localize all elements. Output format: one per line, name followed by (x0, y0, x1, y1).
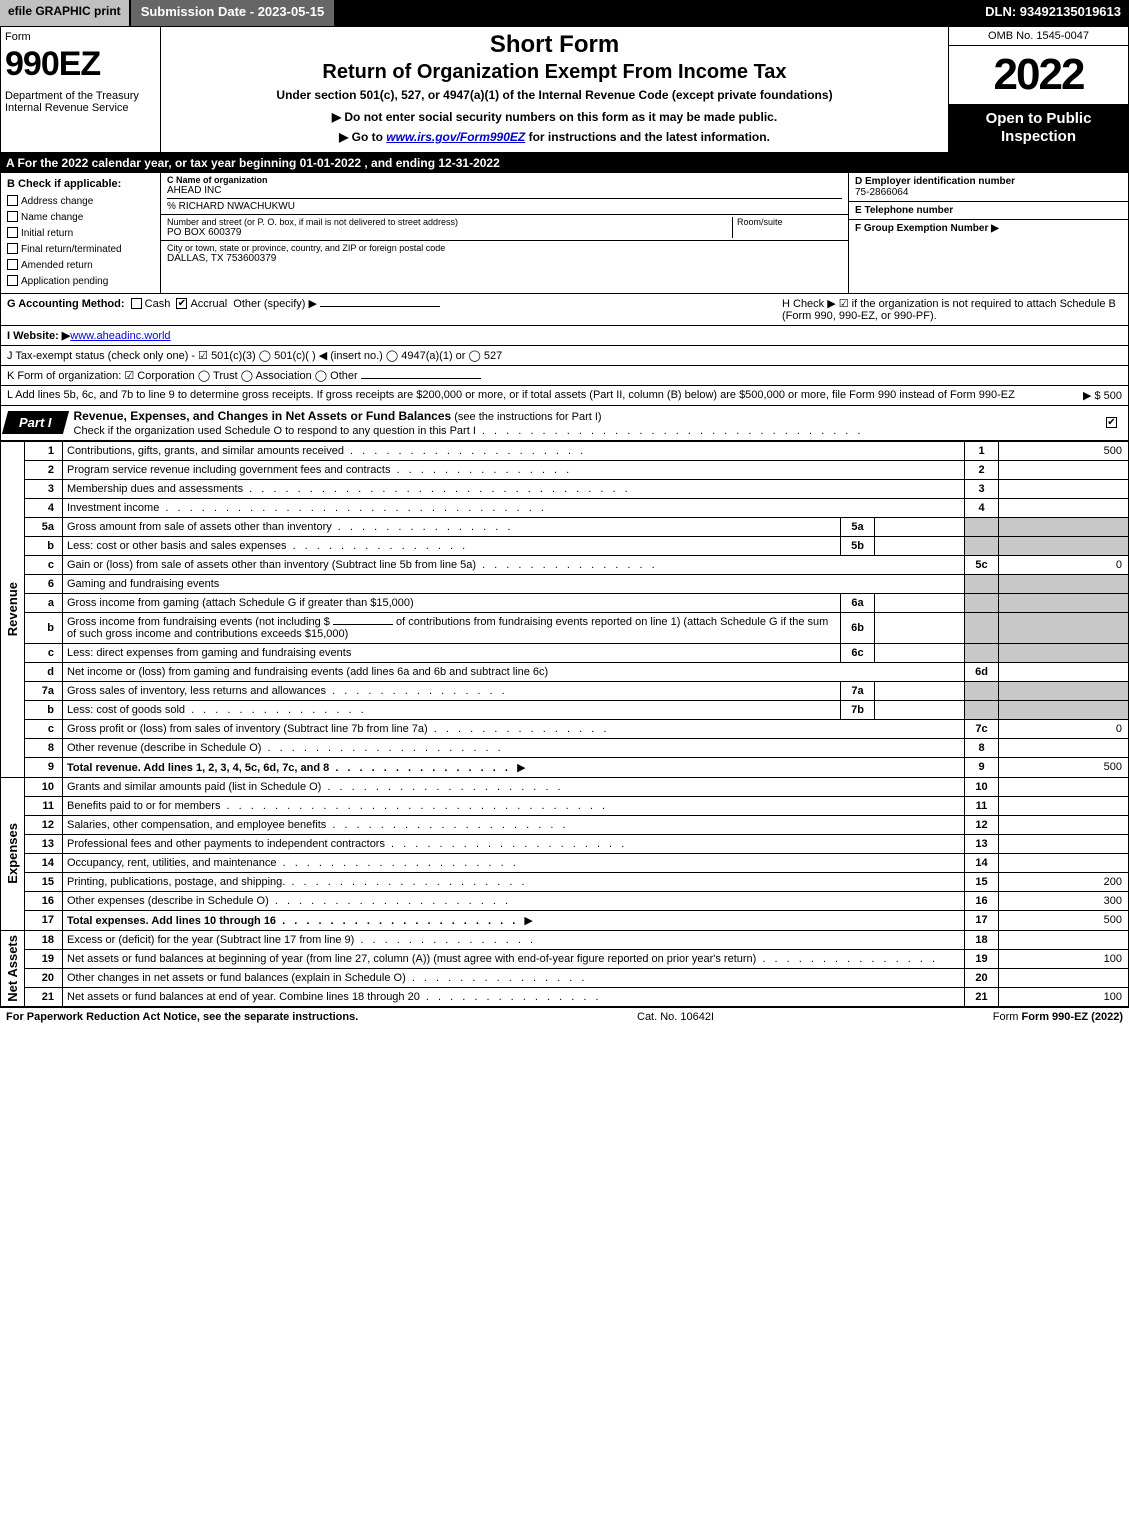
room-label: Room/suite (737, 217, 842, 227)
note-ssn: ▶ Do not enter social security numbers o… (167, 110, 942, 124)
top-bar: efile GRAPHIC print Submission Date - 20… (0, 0, 1129, 26)
part-1-title: Revenue, Expenses, and Changes in Net As… (66, 406, 1098, 440)
col-b-check-applicable: B Check if applicable: Address change Na… (1, 173, 161, 293)
lines-table: Revenue 1 Contributions, gifts, grants, … (0, 441, 1129, 1007)
title-return: Return of Organization Exempt From Incom… (167, 61, 942, 84)
check-initial-return[interactable]: Initial return (7, 226, 154, 241)
title-short-form: Short Form (167, 31, 942, 59)
omb-number: OMB No. 1545-0047 (949, 27, 1128, 46)
info-grid: B Check if applicable: Address change Na… (0, 173, 1129, 294)
ein-label: D Employer identification number (855, 176, 1015, 187)
city: DALLAS, TX 753600379 (167, 253, 842, 264)
check-name-change[interactable]: Name change (7, 210, 154, 225)
footer-mid: Cat. No. 10642I (637, 1011, 714, 1023)
phone-label: E Telephone number (855, 205, 953, 216)
submission-date: Submission Date - 2023-05-15 (131, 0, 337, 26)
amt-1: 500 (999, 441, 1129, 460)
section-expenses: Expenses (5, 823, 20, 884)
street-label: Number and street (or P. O. box, if mail… (167, 217, 732, 227)
efile-print-button[interactable]: efile GRAPHIC print (0, 0, 131, 26)
accounting-method: G Accounting Method: Cash Accrual Other … (7, 297, 440, 322)
page-footer: For Paperwork Reduction Act Notice, see … (0, 1007, 1129, 1026)
street: PO BOX 600379 (167, 227, 732, 238)
org-name: AHEAD INC (167, 185, 842, 196)
row-a-calendar-year: A For the 2022 calendar year, or tax yea… (0, 153, 1129, 173)
city-label: City or town, state or province, country… (167, 243, 842, 253)
row-l-gross-receipts: L Add lines 5b, 6c, and 7b to line 9 to … (0, 386, 1129, 406)
col-b-label: B Check if applicable: (7, 176, 154, 193)
footer-right: Form Form 990-EZ (2022) (993, 1011, 1123, 1023)
part-1-header: Part I Revenue, Expenses, and Changes in… (0, 406, 1129, 441)
row-g-h: G Accounting Method: Cash Accrual Other … (0, 294, 1129, 326)
col-de: D Employer identification number 75-2866… (848, 173, 1128, 293)
form-number: 990EZ (5, 45, 156, 84)
check-application-pending[interactable]: Application pending (7, 274, 154, 289)
dln: DLN: 93492135019613 (977, 0, 1129, 26)
header-right: OMB No. 1545-0047 2022 Open to Public In… (948, 27, 1128, 152)
row-i-website: I Website: ▶www.aheadinc.world (0, 326, 1129, 346)
section-net-assets: Net Assets (5, 935, 20, 1002)
note-goto: ▶ Go to www.irs.gov/Form990EZ for instru… (167, 130, 942, 144)
irs-link[interactable]: www.irs.gov/Form990EZ (386, 130, 525, 144)
part1-scho-check[interactable] (1106, 417, 1117, 428)
ein-value: 75-2866064 (855, 187, 908, 198)
check-address-change[interactable]: Address change (7, 194, 154, 209)
row-j-tax-exempt: J Tax-exempt status (check only one) - ☑… (0, 346, 1129, 366)
form-header: Form 990EZ Department of the Treasury In… (0, 26, 1129, 153)
org-name-label: C Name of organization (167, 175, 842, 185)
gross-receipts-amt: ▶ $ 500 (1042, 389, 1122, 402)
footer-left: For Paperwork Reduction Act Notice, see … (6, 1011, 358, 1023)
subtitle: Under section 501(c), 527, or 4947(a)(1)… (167, 88, 942, 102)
check-final-return[interactable]: Final return/terminated (7, 242, 154, 257)
tax-year: 2022 (949, 46, 1128, 104)
header-middle: Short Form Return of Organization Exempt… (161, 27, 948, 152)
open-to-public: Open to Public Inspection (949, 104, 1128, 152)
website-link[interactable]: www.aheadinc.world (70, 330, 170, 342)
col-c-organization: C Name of organization AHEAD INC % RICHA… (161, 173, 848, 293)
care-of: % RICHARD NWACHUKWU (167, 198, 842, 212)
department: Department of the Treasury Internal Reve… (5, 90, 156, 114)
header-left: Form 990EZ Department of the Treasury In… (1, 27, 161, 152)
row-h-schedule-b: H Check ▶ ☑ if the organization is not r… (782, 297, 1122, 322)
check-amended-return[interactable]: Amended return (7, 258, 154, 273)
row-k-form-org: K Form of organization: ☑ Corporation ◯ … (0, 366, 1129, 386)
group-exemption-label: F Group Exemption Number ▶ (855, 223, 999, 234)
part-1-badge: Part I (2, 411, 69, 434)
form-word: Form (5, 31, 156, 43)
section-revenue: Revenue (5, 582, 20, 636)
